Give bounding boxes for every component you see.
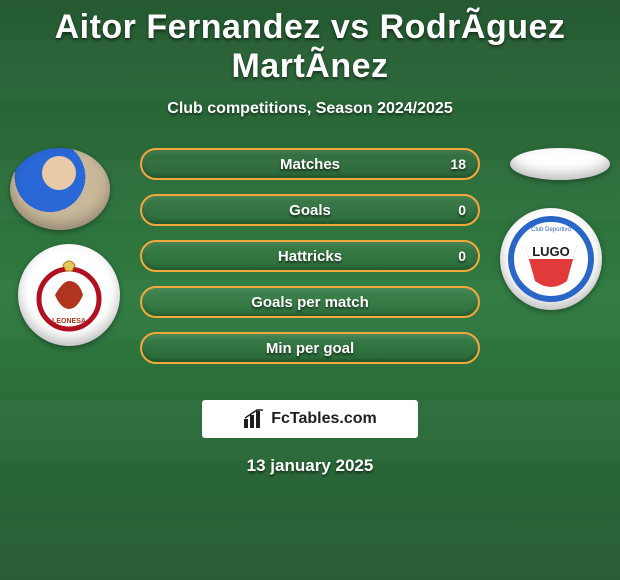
page-subtitle: Club competitions, Season 2024/2025 (0, 100, 620, 118)
comparison-arena: LEONESA LUGO Club Deportivo Matches 18 G… (0, 148, 620, 388)
player-left-avatar (10, 148, 110, 230)
club-right-icon: LUGO Club Deportivo (507, 215, 595, 303)
brand-text: FcTables.com (271, 410, 377, 428)
svg-text:LUGO: LUGO (532, 244, 570, 259)
svg-text:LEONESA: LEONESA (52, 318, 86, 325)
stat-bar-goals-per-match: Goals per match (140, 286, 480, 318)
stat-right-value: 0 (458, 248, 466, 264)
brand-icon (243, 409, 265, 429)
stat-bar-min-per-goal: Min per goal (140, 332, 480, 364)
stat-bars: Matches 18 Goals 0 Hattricks 0 Goals per… (140, 148, 480, 378)
stat-bar-hattricks: Hattricks 0 (140, 240, 480, 272)
player-right-avatar (510, 148, 610, 180)
stat-label: Goals (289, 202, 331, 219)
stat-label: Matches (280, 156, 340, 173)
club-left-icon: LEONESA (27, 253, 111, 337)
snapshot-date: 13 january 2025 (0, 456, 620, 476)
page-title: Aitor Fernandez vs RodrÃ­guez MartÃ­nez (0, 0, 620, 86)
svg-text:Club Deportivo: Club Deportivo (531, 227, 571, 233)
stat-right-value: 18 (450, 156, 466, 172)
stat-bar-goals: Goals 0 (140, 194, 480, 226)
stat-bar-matches: Matches 18 (140, 148, 480, 180)
club-right-badge: LUGO Club Deportivo (500, 208, 602, 310)
brand-badge: FcTables.com (202, 400, 418, 438)
stat-label: Hattricks (278, 248, 342, 265)
club-left-badge: LEONESA (18, 244, 120, 346)
stat-right-value: 0 (458, 202, 466, 218)
stat-label: Min per goal (266, 340, 354, 357)
stat-label: Goals per match (251, 294, 369, 311)
